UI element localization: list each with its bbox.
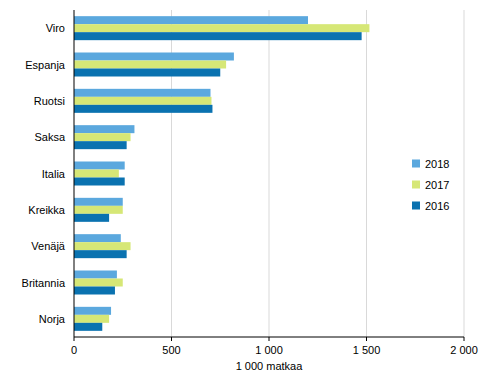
bar (74, 97, 211, 105)
bar (74, 279, 123, 287)
category-label: Britannia (22, 277, 66, 289)
bar (74, 16, 308, 24)
bar (74, 24, 369, 32)
bar (74, 287, 115, 295)
category-label: Ruotsi (34, 95, 65, 107)
bar (74, 315, 109, 323)
bar (74, 271, 117, 279)
y-axis (74, 10, 75, 337)
bar (74, 178, 125, 186)
bar (74, 307, 111, 315)
bar (74, 32, 362, 40)
tick-label: 1 500 (353, 344, 381, 356)
bar (74, 133, 131, 141)
bar (74, 250, 127, 258)
bar (74, 214, 109, 222)
tick-mark (74, 337, 75, 341)
bar (74, 170, 119, 178)
axis-label: 1 000 matkaa (236, 360, 304, 372)
legend-swatch (412, 202, 420, 210)
category-label: Norja (39, 313, 66, 325)
legend-swatch (412, 181, 420, 189)
category-label: Espanja (25, 59, 66, 71)
chart: 0 500 1 000 1 500 2 000 Viro Espanja Ruotsi Saks… (0, 0, 491, 378)
grid-line (366, 10, 367, 337)
category-label: Kreikka (28, 204, 66, 216)
bar (74, 141, 127, 149)
legend-label: 2016 (425, 200, 449, 212)
legend-swatch (412, 160, 420, 168)
tick-label: 0 (71, 344, 77, 356)
bar (74, 125, 134, 133)
bar (74, 53, 234, 61)
tick-mark (171, 337, 172, 341)
category-label: Saksa (34, 131, 65, 143)
bar (74, 69, 220, 77)
grid-line (269, 10, 270, 337)
bar (74, 61, 226, 69)
tick-label: 2 000 (450, 344, 478, 356)
bar (74, 105, 212, 113)
bar (74, 242, 131, 250)
tick-label: 1 000 (255, 344, 283, 356)
tick-label: 500 (162, 344, 180, 356)
grid-line (464, 10, 465, 337)
bar (74, 89, 211, 97)
category-label: Viro (46, 22, 65, 34)
bar (74, 206, 123, 214)
tick-mark (269, 337, 270, 341)
legend-label: 2018 (425, 158, 449, 170)
tick-mark (366, 337, 367, 341)
category-label: Italia (42, 168, 66, 180)
bar (74, 323, 102, 331)
bar (74, 162, 125, 170)
legend-label: 2017 (425, 179, 449, 191)
tick-mark (464, 337, 465, 341)
category-label: Venäjä (31, 240, 66, 252)
x-axis (74, 337, 464, 338)
bar (74, 198, 123, 206)
bar (74, 234, 121, 242)
